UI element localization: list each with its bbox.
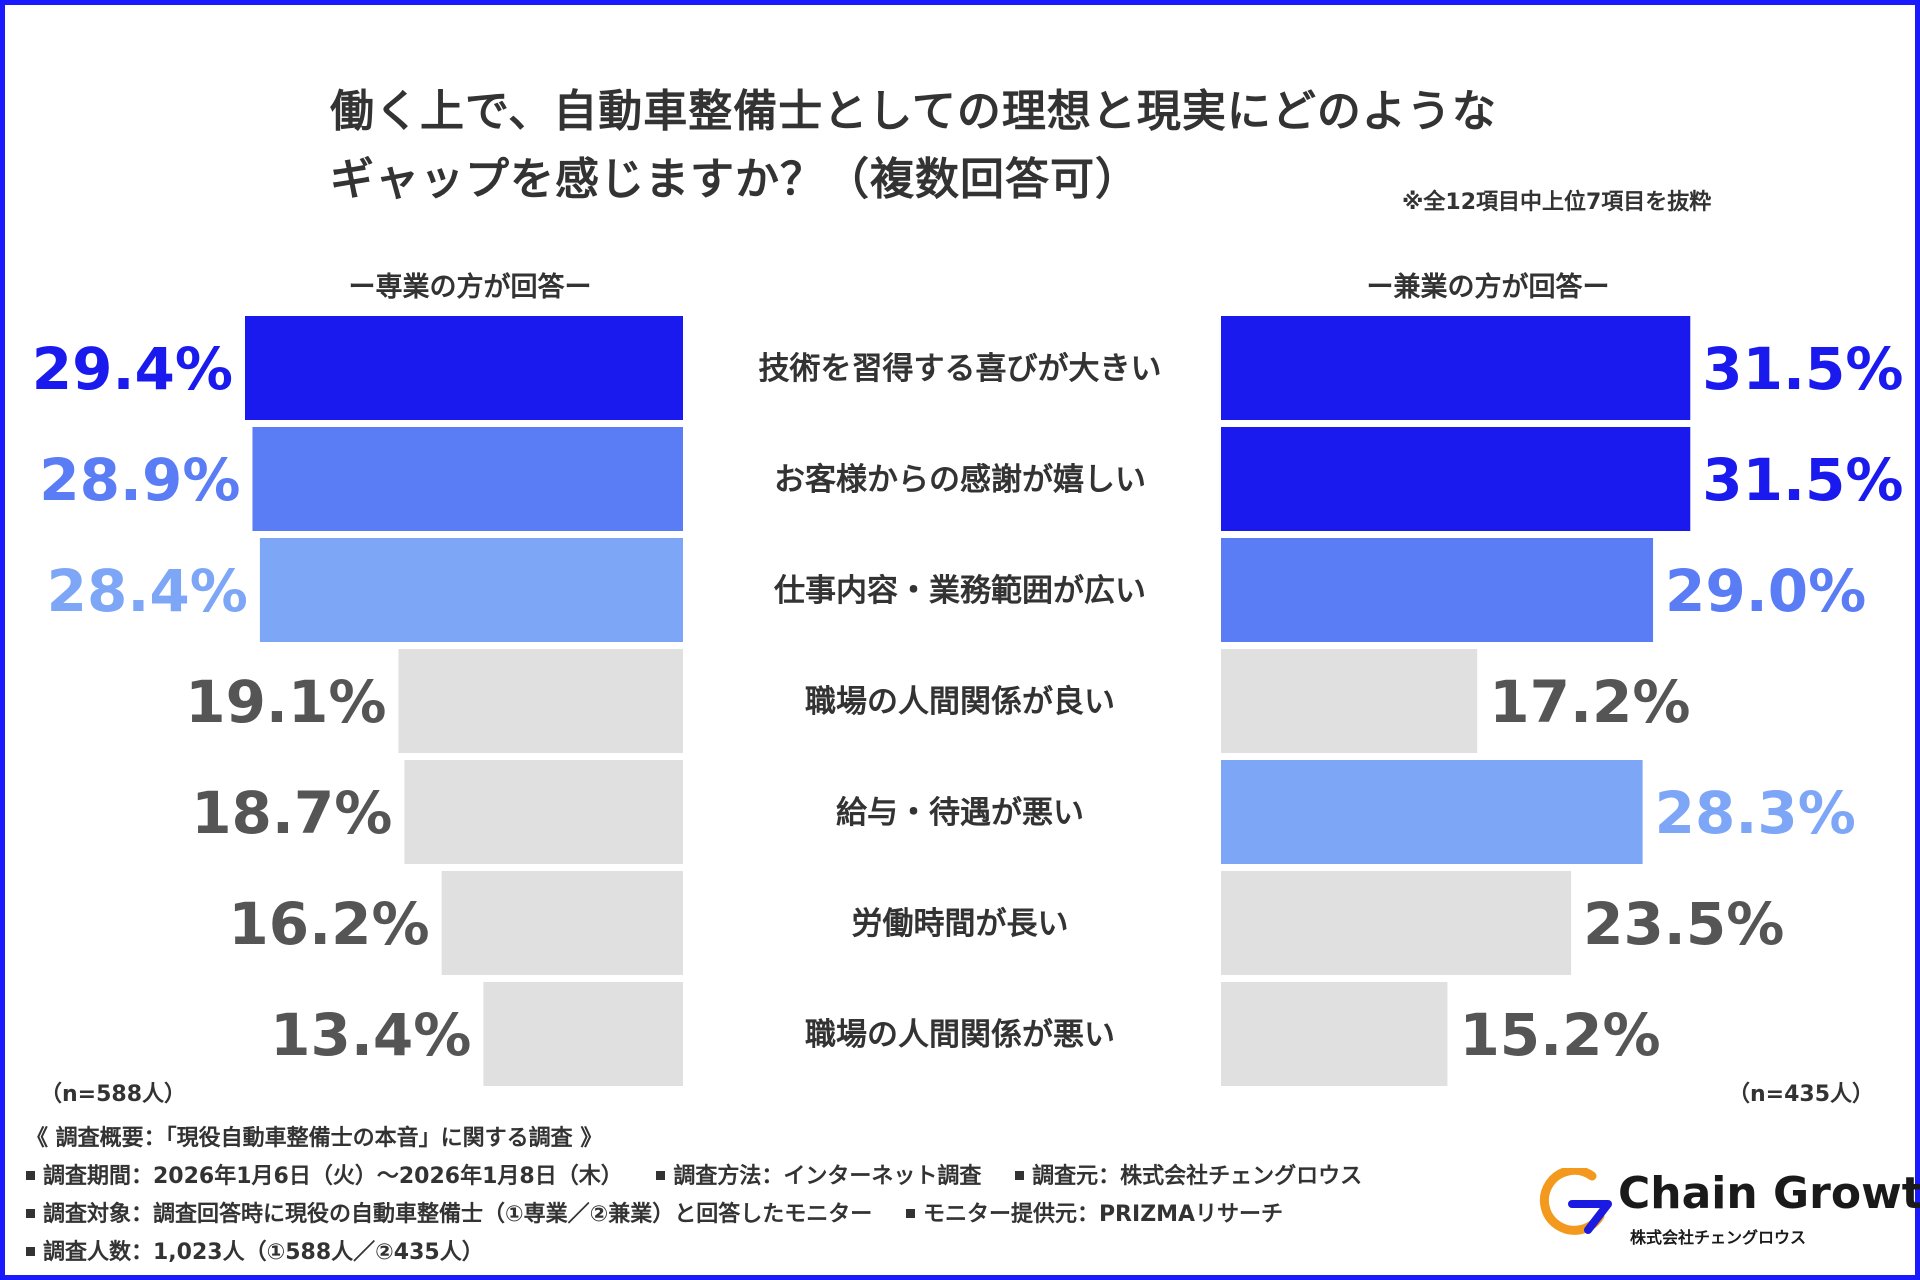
title-line-1: 働く上で、自動車整備士としての理想と現実にどのような	[330, 86, 1497, 137]
left-sample-size: （n=588人）	[40, 1082, 187, 1107]
left-value-label: 28.4%	[47, 557, 248, 625]
survey-footer: 《 調査概要：「現役自動車整備士の本音」に関する調査 》 調査期間：2026年1…	[26, 1122, 1388, 1274]
right-value-label: 29.0%	[1665, 557, 1866, 625]
left-bar	[441, 871, 683, 975]
footer-period: 調査期間：2026年1月6日（火）～2026年1月8日（木）	[43, 1164, 623, 1189]
left-bar	[245, 316, 683, 420]
right-value-label: 17.2%	[1489, 668, 1690, 736]
company-logo: Chain Growth 株式会社チェングロウス	[1530, 1165, 1920, 1247]
right-value-label: 15.2%	[1459, 1001, 1660, 1069]
page-title: 働く上で、自動車整備士としての理想と現実にどのような ギャップを感じますか？（複…	[330, 78, 1630, 214]
logo-wordmark: Chain Growth	[1618, 1168, 1920, 1219]
right-bar	[1221, 649, 1478, 753]
footer-target: 調査対象：調査回答時に現役の自動車整備士（①専業／②兼業）と回答したモニター	[43, 1202, 873, 1227]
left-value-label: 19.1%	[185, 668, 386, 736]
footer-source: 調査元：株式会社チェングロウス	[1032, 1164, 1363, 1189]
logo-mark-icon	[1539, 1165, 1612, 1235]
category-label: 給与・待遇が悪い	[836, 795, 1084, 831]
right-panel-header: ー兼業の方が回答ー	[1366, 272, 1610, 303]
left-bar	[404, 760, 683, 864]
left-bar	[398, 649, 683, 753]
category-label: 労働時間が長い	[852, 906, 1069, 942]
footer-count: 調査人数：1,023人（①588人／②435人）	[43, 1240, 484, 1265]
category-label: 仕事内容・業務範囲が広い	[774, 573, 1146, 609]
right-bar	[1221, 760, 1643, 864]
right-bar	[1221, 427, 1691, 531]
footer-provider: モニター提供元：PRIZMAリサーチ	[922, 1202, 1284, 1227]
category-label: 職場の人間関係が良い	[805, 684, 1115, 720]
footer-method: 調査方法：インターネット調査	[673, 1164, 982, 1189]
right-bar	[1221, 316, 1691, 420]
left-value-label: 16.2%	[228, 890, 429, 958]
right-bar	[1221, 871, 1572, 975]
right-bar	[1221, 982, 1448, 1086]
right-value-label: 23.5%	[1583, 890, 1784, 958]
subset-note: ※全12項目中上位7項目を抜粋	[1402, 190, 1712, 215]
footer-overview: 《 調査概要：「現役自動車整備士の本音」に関する調査 》	[26, 1126, 603, 1151]
left-value-label: 29.4%	[32, 335, 233, 403]
right-bar	[1221, 538, 1654, 642]
left-bar	[252, 427, 683, 531]
category-label: 職場の人間関係が悪い	[805, 1017, 1115, 1053]
left-panel-header: ー専業の方が回答ー	[348, 272, 592, 303]
left-bar	[259, 538, 683, 642]
left-value-label: 18.7%	[191, 779, 392, 847]
right-value-label: 28.3%	[1655, 779, 1856, 847]
right-value-label: 31.5%	[1702, 335, 1903, 403]
category-label: 技術を習得する喜びが大きい	[759, 351, 1162, 387]
title-line-2: ギャップを感じますか？（複数回答可）	[330, 154, 1140, 205]
left-value-label: 13.4%	[270, 1001, 471, 1069]
category-label: お客様からの感謝が嬉しい	[774, 462, 1146, 498]
logo-subtitle: 株式会社チェングロウス	[1630, 1228, 1807, 1247]
left-bar	[483, 982, 683, 1086]
left-value-label: 28.9%	[39, 446, 240, 514]
right-sample-size: （n=435人）	[1728, 1082, 1875, 1107]
right-value-label: 31.5%	[1702, 446, 1903, 514]
